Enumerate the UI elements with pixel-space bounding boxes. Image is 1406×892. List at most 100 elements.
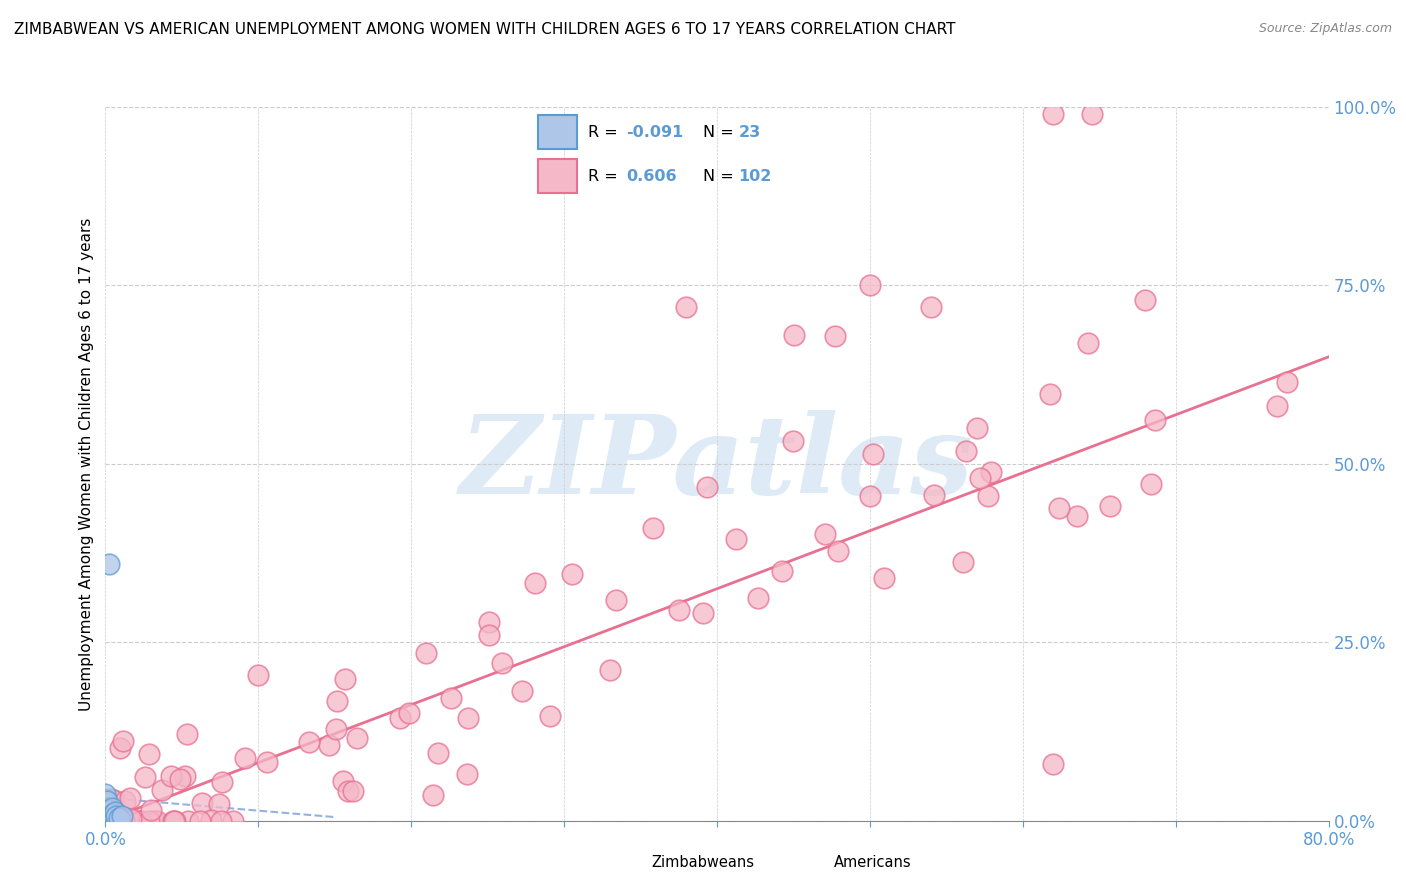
- Point: [176, 727, 198, 741]
- Point: [456, 767, 478, 781]
- Point: [142, 814, 165, 828]
- Point: [139, 803, 162, 817]
- Text: R =: R =: [588, 169, 623, 184]
- Y-axis label: Unemployment Among Women with Children Ages 6 to 17 years: Unemployment Among Women with Children A…: [79, 217, 94, 711]
- Point: [977, 489, 1000, 503]
- Point: [862, 447, 884, 461]
- Point: [94, 814, 117, 828]
- Point: [247, 667, 270, 681]
- Point: [108, 740, 131, 755]
- FancyBboxPatch shape: [538, 160, 576, 194]
- Point: [150, 782, 173, 797]
- Point: [96, 794, 118, 808]
- Point: [145, 814, 167, 828]
- Point: [94, 792, 117, 806]
- Point: [1133, 293, 1156, 307]
- Point: [523, 576, 546, 591]
- Point: [457, 711, 479, 725]
- Point: [333, 672, 356, 686]
- Point: [114, 794, 136, 808]
- Point: [94, 796, 117, 810]
- Point: [169, 772, 191, 786]
- Point: [920, 300, 942, 314]
- Point: [162, 814, 184, 828]
- Point: [605, 592, 627, 607]
- Point: [814, 527, 837, 541]
- Point: [422, 788, 444, 802]
- Point: [94, 802, 117, 816]
- Point: [389, 711, 412, 725]
- Point: [859, 278, 882, 293]
- Point: [298, 735, 321, 749]
- Point: [1039, 387, 1062, 401]
- Point: [177, 814, 200, 828]
- Point: [98, 803, 121, 817]
- Point: [325, 694, 347, 708]
- Point: [969, 471, 991, 485]
- Point: [163, 814, 186, 828]
- Point: [138, 814, 160, 828]
- Point: [440, 691, 463, 706]
- Point: [398, 706, 420, 720]
- Point: [770, 564, 793, 578]
- Point: [325, 722, 347, 736]
- Point: [336, 784, 359, 798]
- Point: [477, 615, 499, 629]
- Point: [100, 791, 122, 805]
- Text: Source: ZipAtlas.com: Source: ZipAtlas.com: [1258, 22, 1392, 36]
- Point: [134, 771, 156, 785]
- Point: [318, 738, 340, 752]
- Point: [859, 489, 882, 503]
- Point: [209, 814, 232, 828]
- Point: [1098, 499, 1121, 513]
- Point: [200, 813, 222, 827]
- Point: [1265, 399, 1288, 413]
- Point: [94, 808, 117, 822]
- Point: [128, 814, 150, 828]
- Point: [131, 814, 153, 828]
- Point: [100, 801, 122, 815]
- Point: [94, 799, 117, 814]
- Point: [120, 812, 142, 826]
- Point: [955, 444, 977, 458]
- Point: [174, 769, 197, 783]
- Point: [118, 791, 141, 805]
- Point: [101, 806, 124, 821]
- Text: 102: 102: [738, 169, 772, 184]
- Text: N =: N =: [703, 169, 738, 184]
- Point: [922, 488, 945, 502]
- Point: [1140, 476, 1163, 491]
- Point: [415, 646, 437, 660]
- Point: [141, 814, 163, 828]
- Point: [111, 734, 134, 748]
- Point: [97, 808, 120, 822]
- Text: ZIPatlas: ZIPatlas: [460, 410, 974, 517]
- Point: [332, 773, 354, 788]
- Point: [692, 607, 714, 621]
- Point: [112, 814, 135, 828]
- Point: [100, 808, 122, 822]
- Point: [208, 797, 231, 811]
- Point: [104, 805, 127, 819]
- Text: -0.091: -0.091: [626, 125, 683, 140]
- Point: [163, 814, 186, 828]
- Point: [538, 708, 561, 723]
- Point: [747, 591, 769, 606]
- Point: [96, 806, 118, 821]
- Point: [827, 543, 849, 558]
- Point: [96, 801, 118, 815]
- Point: [782, 434, 804, 448]
- Point: [1144, 413, 1167, 427]
- Point: [782, 328, 804, 343]
- Point: [1042, 107, 1064, 121]
- Text: 0.606: 0.606: [626, 169, 676, 184]
- Point: [211, 775, 233, 789]
- Point: [98, 810, 121, 824]
- Point: [668, 603, 690, 617]
- Point: [103, 793, 125, 807]
- Point: [346, 731, 368, 745]
- Point: [94, 787, 117, 801]
- Point: [510, 684, 533, 698]
- Point: [1275, 376, 1298, 390]
- Point: [128, 814, 150, 828]
